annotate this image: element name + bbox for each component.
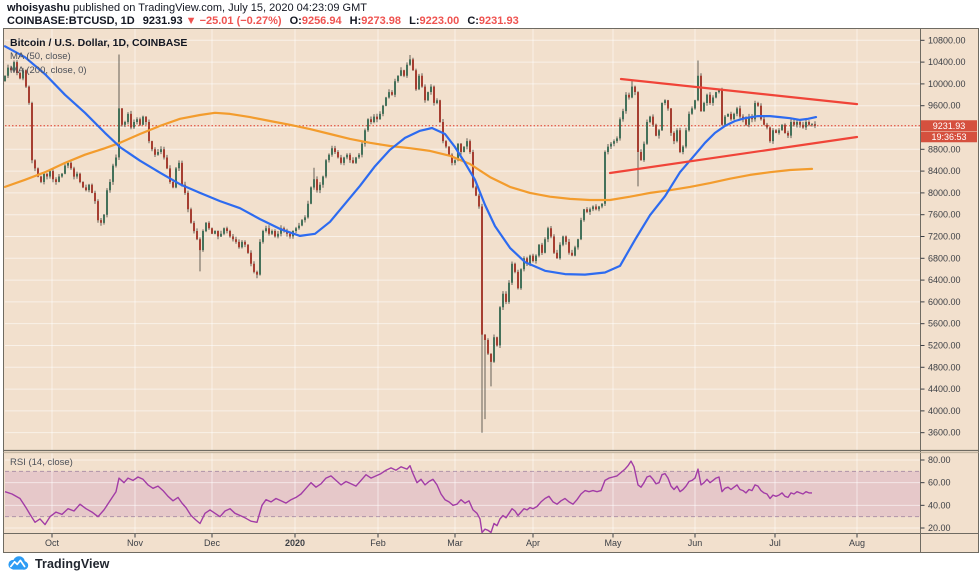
trendline-lower[interactable] xyxy=(608,135,859,175)
symbol-title: COINBASE:BTCUSD, 1D xyxy=(7,15,135,27)
tradingview-logo[interactable]: TradingView xyxy=(6,555,110,572)
author-name: whoisyashu xyxy=(7,2,70,14)
time-axis-label: Oct xyxy=(45,538,60,548)
price-axis-label: 4400.00 xyxy=(928,384,961,394)
price-axis-label: 7200.00 xyxy=(928,231,961,241)
brand-name: TradingView xyxy=(35,556,110,571)
open-value: 9256.94 xyxy=(301,15,342,27)
price-axis-label: 10800.00 xyxy=(928,35,966,45)
time-axis-label: Mar xyxy=(447,538,463,548)
time-axis-label: May xyxy=(604,538,622,548)
last-price: 9231.93 xyxy=(142,15,183,27)
high-label: H: xyxy=(349,15,362,27)
ma50-line xyxy=(3,45,818,276)
time-axis[interactable] xyxy=(4,533,920,553)
time-axis-label: 2020 xyxy=(285,538,305,548)
time-axis-label: Feb xyxy=(370,538,386,548)
countdown-text: 19:36:53 xyxy=(931,132,966,142)
publish-line: whoisyashu published on TradingView.com,… xyxy=(7,2,519,15)
close-label: C: xyxy=(467,15,479,27)
price-axis[interactable] xyxy=(921,28,979,533)
time-axis-label: Apr xyxy=(526,538,540,548)
price-axis-label: 3600.00 xyxy=(928,428,961,438)
rsi-line xyxy=(4,460,812,534)
rsi-axis-label: 60.00 xyxy=(928,478,951,488)
price-axis-label: 5200.00 xyxy=(928,340,961,350)
rsi-axis-label: 40.00 xyxy=(928,500,951,510)
open-label: O: xyxy=(289,15,302,27)
price-axis-label: 9600.00 xyxy=(928,101,961,111)
rsi-axis-label: 20.00 xyxy=(928,523,951,533)
price-axis-label: 5600.00 xyxy=(928,319,961,329)
low-value: 9223.00 xyxy=(419,15,460,27)
publish-info: published on TradingView.com, July 15, 2… xyxy=(69,2,367,14)
price-change: −25.01 (−0.27%) xyxy=(199,15,282,27)
countdown-badge xyxy=(921,131,977,143)
high-value: 9273.98 xyxy=(361,15,402,27)
last-price-badge-text: 9231.93 xyxy=(933,121,966,131)
time-axis-label: Nov xyxy=(127,538,144,548)
rsi-axis-label: 80.00 xyxy=(928,455,951,465)
close-value: 9231.93 xyxy=(478,15,519,27)
time-axis-label: Jun xyxy=(688,538,703,548)
price-axis-label: 4000.00 xyxy=(928,406,961,416)
price-axis-label: 8800.00 xyxy=(928,144,961,154)
price-axis-label: 6000.00 xyxy=(928,297,961,307)
price-axis-label: 10000.00 xyxy=(928,79,966,89)
price-axis-label: 8400.00 xyxy=(928,166,961,176)
price-axis-label: 8000.00 xyxy=(928,188,961,198)
symbol-line: COINBASE:BTCUSD, 1D 9231.93 ▼ −25.01 (−0… xyxy=(7,15,519,28)
price-axis-label: 7600.00 xyxy=(928,210,961,220)
price-axis-label: 6400.00 xyxy=(928,275,961,285)
down-arrow-icon: ▼ xyxy=(185,15,197,27)
last-price-badge xyxy=(921,120,977,132)
time-axis-label: Aug xyxy=(849,538,865,548)
trendline-upper[interactable] xyxy=(619,77,859,106)
price-axis-label: 10400.00 xyxy=(928,57,966,67)
low-label: L: xyxy=(409,15,420,27)
cloud-logo-icon xyxy=(8,556,29,570)
price-axis-label: 6800.00 xyxy=(928,253,961,263)
chart-background xyxy=(3,28,979,553)
time-axis-label: Jul xyxy=(769,538,781,548)
ma200-line xyxy=(3,111,814,202)
time-axis-label: Dec xyxy=(204,538,221,548)
snapshot-header: whoisyashu published on TradingView.com,… xyxy=(7,2,519,28)
price-axis-label: 4800.00 xyxy=(928,362,961,372)
